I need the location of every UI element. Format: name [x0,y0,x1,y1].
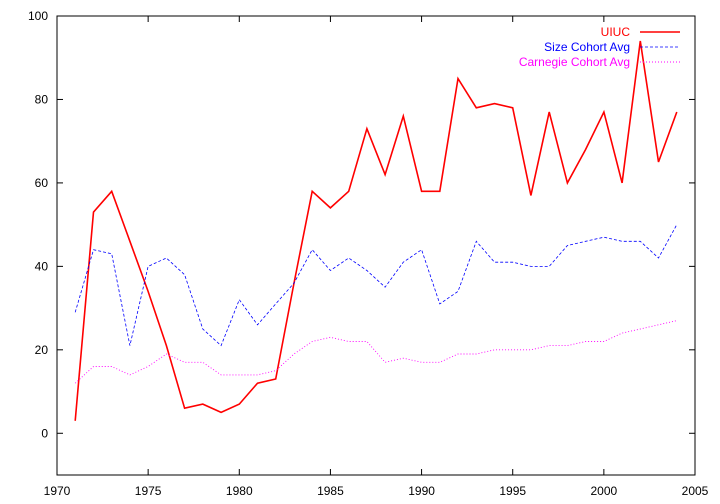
x-tick-label: 1995 [499,484,526,498]
y-tick-label: 80 [35,92,49,106]
y-tick-label: 0 [41,426,48,440]
x-tick-label: 1990 [408,484,435,498]
x-tick-label: 2000 [591,484,618,498]
legend-label: UIUC [601,25,631,39]
y-tick-label: 60 [35,176,49,190]
y-tick-label: 100 [28,9,48,23]
x-tick-label: 1985 [317,484,344,498]
legend-label: Carnegie Cohort Avg [519,55,630,69]
plot-frame [56,15,696,476]
series-line-carnegie-cohort-avg [74,320,677,384]
series-line-size-cohort-avg [74,224,678,347]
y-tick-label: 40 [35,259,49,273]
x-tick-label: 2005 [682,484,709,498]
x-tick-label: 1970 [44,484,71,498]
legend-label: Size Cohort Avg [544,40,630,54]
x-tick-label: 1980 [226,484,253,498]
axes: 1970 1975 1980 1985 1990 1995 2000 2005 0 20 40 60 8… [28,9,709,498]
series-lines [74,40,678,421]
series-line-uiuc [74,40,678,421]
x-tick-label: 1975 [135,484,162,498]
y-tick-label: 20 [35,343,49,357]
